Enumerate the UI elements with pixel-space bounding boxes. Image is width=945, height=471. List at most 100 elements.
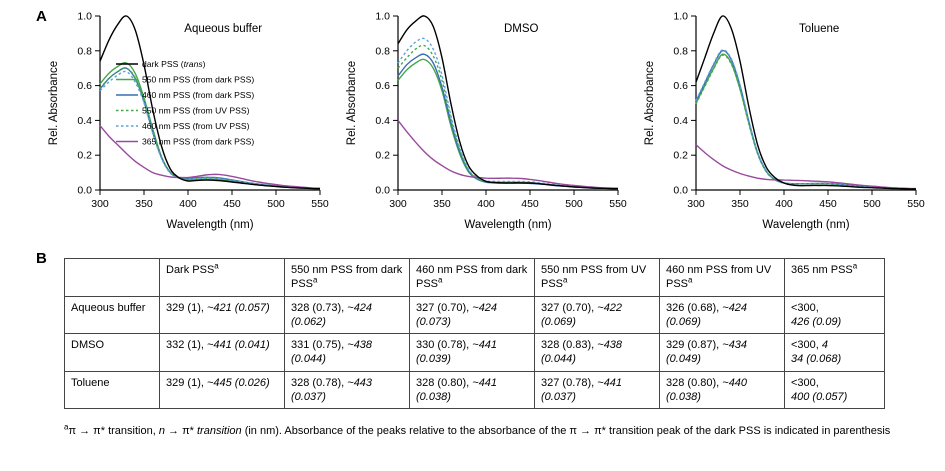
table-cell: 328 (0.83), ~438 (0.044) [534, 333, 660, 372]
text-segment: 331 (0.75), [291, 339, 348, 352]
text-segment: 550 nm PSS from UV PSS [541, 264, 647, 291]
x-axis-title: Wavelength (nm) [464, 219, 551, 231]
text-segment: 327 (0.70), [416, 301, 473, 314]
y-tick-label: 0.6 [77, 80, 92, 92]
text-segment: a [852, 261, 858, 271]
y-tick-label: 1.0 [375, 11, 390, 23]
text-segment: 329 (1), [166, 376, 207, 389]
table-cell: 327 (0.70), ~424 (0.073) [409, 295, 535, 335]
text-segment: 328 (0.83), [541, 339, 598, 352]
legend-label: 460 nm PSS (from UV PSS) [142, 121, 250, 131]
legend-label: 550 nm PSS (from dark PSS) [142, 75, 254, 85]
text-segment: 332 (1), [166, 339, 207, 352]
x-tick-label: 300 [687, 198, 705, 210]
text-segment: a [563, 275, 568, 285]
table-cell: 328 (0.80), ~440 (0.038) [659, 370, 785, 410]
table-cell: 328 (0.73), ~424 (0.062) [284, 295, 410, 335]
x-tick-label: 350 [135, 198, 153, 210]
row-label: DMSO [64, 333, 160, 372]
column-header: 460 nm PSS from dark PSSa [409, 258, 535, 297]
chart-title: Aqueous buffer [184, 23, 262, 35]
y-axis-title: Rel. Absorbance [48, 61, 60, 145]
x-tick-label: 400 [775, 198, 793, 210]
y-tick-label: 0.0 [77, 185, 92, 197]
series-line-dark-pss-trans- [695, 15, 917, 190]
y-tick-label: 0.4 [375, 115, 390, 127]
y-tick-label: 0.6 [375, 80, 390, 92]
text-segment: → π* [164, 425, 197, 437]
table-cell: 328 (0.80), ~441 (0.038) [409, 370, 535, 410]
panel-a-label: A [36, 8, 47, 25]
x-tick-label: 450 [223, 198, 241, 210]
x-tick-label: 550 [311, 198, 329, 210]
chart-title: Toluene [799, 23, 839, 35]
table-cell: 330 (0.78), ~441 (0.039) [409, 333, 535, 372]
x-tick-label: 400 [179, 198, 197, 210]
row-label: Toluene [64, 370, 160, 410]
chart-title: DMSO [504, 23, 539, 35]
x-tick-label: 300 [389, 198, 407, 210]
y-tick-label: 1.0 [77, 11, 92, 23]
chart-canvas: 0.0 0.2 0.4 0.6 0.8 1.0 300 350 400 450 500 550 Wave… [48, 11, 329, 232]
series-line-460-nm-pss-from-uv-pss- [397, 37, 619, 190]
chart-legend: dark PSS (trans) 550 nm PSS (from dark PS… [116, 59, 254, 147]
text-segment: ~422 (0.069) [541, 301, 623, 328]
text-segment: 328 (0.80), [666, 376, 723, 389]
text-segment: ~424 (0.069) [666, 301, 748, 328]
column-header: Dark PSSa [159, 258, 285, 297]
y-tick-label: 0.2 [375, 150, 390, 162]
x-axis-title: Wavelength (nm) [762, 219, 849, 231]
table-cell: <300, 426 (0.09) [784, 295, 885, 335]
text-segment: a [438, 275, 443, 285]
table-cell: 327 (0.78), ~441 (0.037) [534, 370, 660, 410]
series-line-365-nm-pss-from-dark-pss- [695, 144, 917, 190]
table-header-row: Dark PSSa 550 nm PSS from dark PSSa 460 nm… [64, 258, 885, 297]
legend-label: 365 nm PSS (from dark PSS) [142, 137, 254, 147]
table-cell: 326 (0.68), ~424 (0.069) [659, 295, 785, 335]
text-segment: ~441 (0.041) [206, 339, 270, 352]
legend-label: dark PSS (trans) [142, 59, 206, 69]
text-segment: 329 (0.87), [666, 339, 723, 352]
text-segment: Dark PSS [166, 264, 215, 276]
series-line-460-nm-pss-from-dark-pss- [397, 53, 619, 190]
legend-label: 550 nm PSS (from UV PSS) [142, 106, 250, 116]
text-segment: π → π* transition, [68, 425, 159, 437]
text-segment: n [158, 425, 165, 437]
text-segment: (in nm). Absorbance of the peaks relativ… [241, 425, 891, 437]
text-segment: 328 (0.73), [291, 301, 348, 314]
text-segment: <300, [791, 376, 819, 389]
column-header: 460 nm PSS from UV PSSa [659, 258, 785, 297]
x-tick-label: 450 [521, 198, 539, 210]
text-segment: <300, [791, 301, 819, 314]
series-line-dark-pss-trans- [397, 15, 619, 190]
y-tick-label: 0.2 [673, 150, 688, 162]
series-line-365-nm-pss-from-dark-pss- [99, 125, 321, 190]
x-tick-label: 450 [819, 198, 837, 210]
x-axis-title: Wavelength (nm) [166, 219, 253, 231]
text-segment: transition [197, 425, 242, 437]
text-segment: a [313, 275, 318, 285]
x-tick-label: 350 [433, 198, 451, 210]
y-tick-label: 0.8 [375, 45, 390, 57]
text-segment: 426 (0.09) [791, 315, 842, 328]
text-segment: ~424 (0.062) [291, 301, 373, 328]
text-segment: a [688, 275, 693, 285]
column-header: 550 nm PSS from dark PSSa [284, 258, 410, 297]
text-segment: 326 (0.68), [666, 301, 723, 314]
text-segment: ~421 (0.057) [206, 301, 270, 314]
text-segment: 330 (0.78), [416, 339, 473, 352]
text-segment: 365 nm PSS [791, 264, 853, 276]
panel-b-label: B [36, 250, 47, 267]
text-segment: 4 [821, 339, 829, 352]
text-segment: 460 nm PSS from UV PSS [666, 264, 772, 291]
text-segment: 327 (0.70), [541, 301, 598, 314]
text-segment: ~440 (0.038) [666, 376, 748, 404]
x-tick-label: 500 [863, 198, 881, 210]
text-segment: 400 (0.057) [791, 391, 848, 404]
text-segment: ~445 (0.026) [206, 376, 270, 389]
text-segment: <300, [791, 339, 822, 352]
text-segment: 329 (1), [166, 301, 207, 314]
table-cell: <300, 4 34 (0.068) [784, 333, 885, 372]
y-tick-label: 0.8 [77, 45, 92, 57]
text-segment: 328 (0.80), [416, 376, 473, 389]
